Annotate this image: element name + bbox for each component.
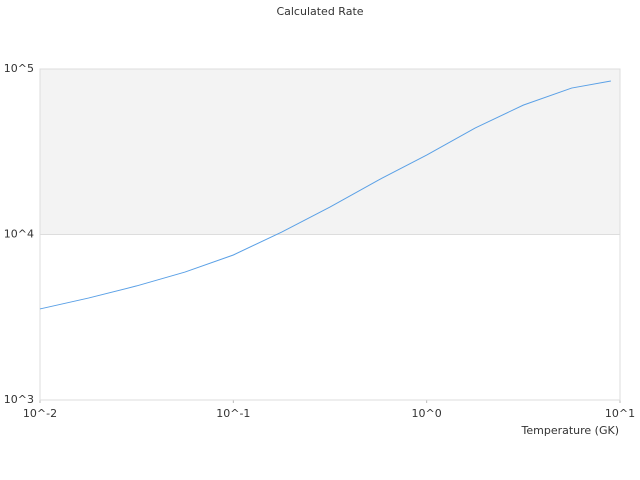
y-tick-label: 10^5 <box>4 62 34 75</box>
x-axis-label: Temperature (GK) <box>521 424 620 437</box>
x-tick-label: 10^0 <box>412 407 442 420</box>
y-tick-label: 10^3 <box>4 393 34 406</box>
plot-border <box>39 68 621 401</box>
x-tick-label: 10^-2 <box>23 407 57 420</box>
chart-title: Calculated Rate <box>276 5 363 18</box>
x-tick-label: 10^1 <box>605 407 635 420</box>
x-tick-label: 10^-1 <box>216 407 250 420</box>
shaded-band <box>40 69 620 235</box>
data-line <box>39 80 611 310</box>
y-tick-label: 10^4 <box>4 228 34 241</box>
